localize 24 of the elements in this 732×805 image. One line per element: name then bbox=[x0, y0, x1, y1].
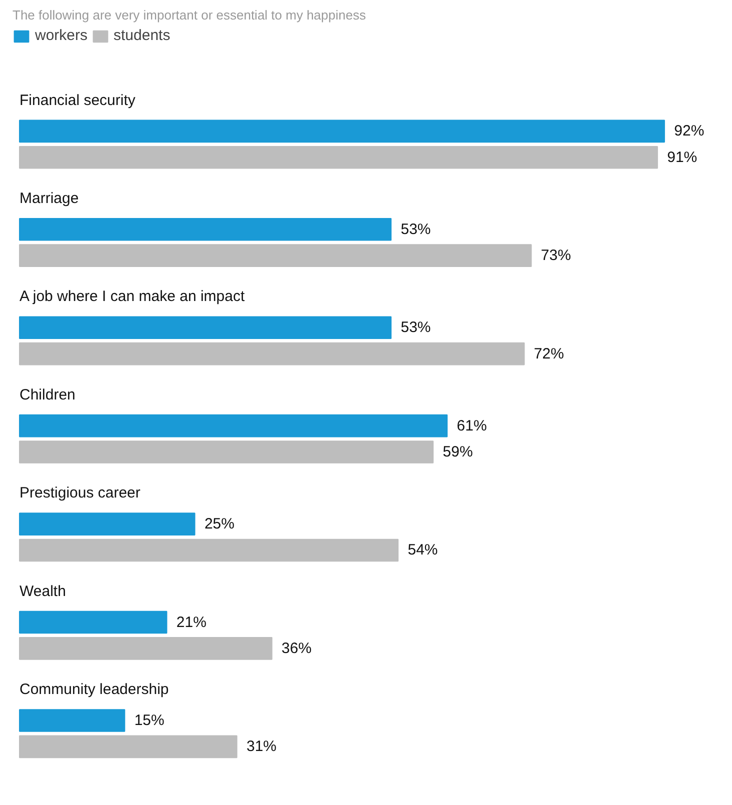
y-tick-label: Community leadership bbox=[20, 681, 169, 698]
data-label: 15% bbox=[134, 712, 164, 729]
data-label: 25% bbox=[204, 516, 234, 533]
legend-label: students bbox=[114, 27, 170, 44]
y-tick-label: Financial security bbox=[20, 92, 136, 109]
y-tick-label: Wealth bbox=[20, 582, 66, 600]
y-tick-label: Prestigious career bbox=[20, 484, 140, 502]
data-label: 54% bbox=[408, 542, 438, 559]
data-label: 53% bbox=[400, 220, 431, 238]
legend-label: workers bbox=[35, 27, 88, 44]
chart-title: The following are very important or essential to my happiness bbox=[12, 8, 366, 22]
y-tick-label: A job where I can make an impact bbox=[20, 288, 246, 306]
data-label: 91% bbox=[667, 148, 698, 166]
data-label: 73% bbox=[540, 247, 571, 264]
data-label: 53% bbox=[400, 319, 431, 336]
data-label: 61% bbox=[456, 417, 487, 434]
data-label: 21% bbox=[176, 614, 206, 631]
y-tick-label: Children bbox=[20, 386, 76, 404]
y-tick-label: Marriage bbox=[20, 190, 79, 207]
data-label: 92% bbox=[674, 122, 704, 140]
data-label: 72% bbox=[534, 345, 564, 362]
data-label: 59% bbox=[442, 444, 473, 461]
data-label: 31% bbox=[246, 738, 277, 756]
data-label: 36% bbox=[282, 640, 312, 657]
